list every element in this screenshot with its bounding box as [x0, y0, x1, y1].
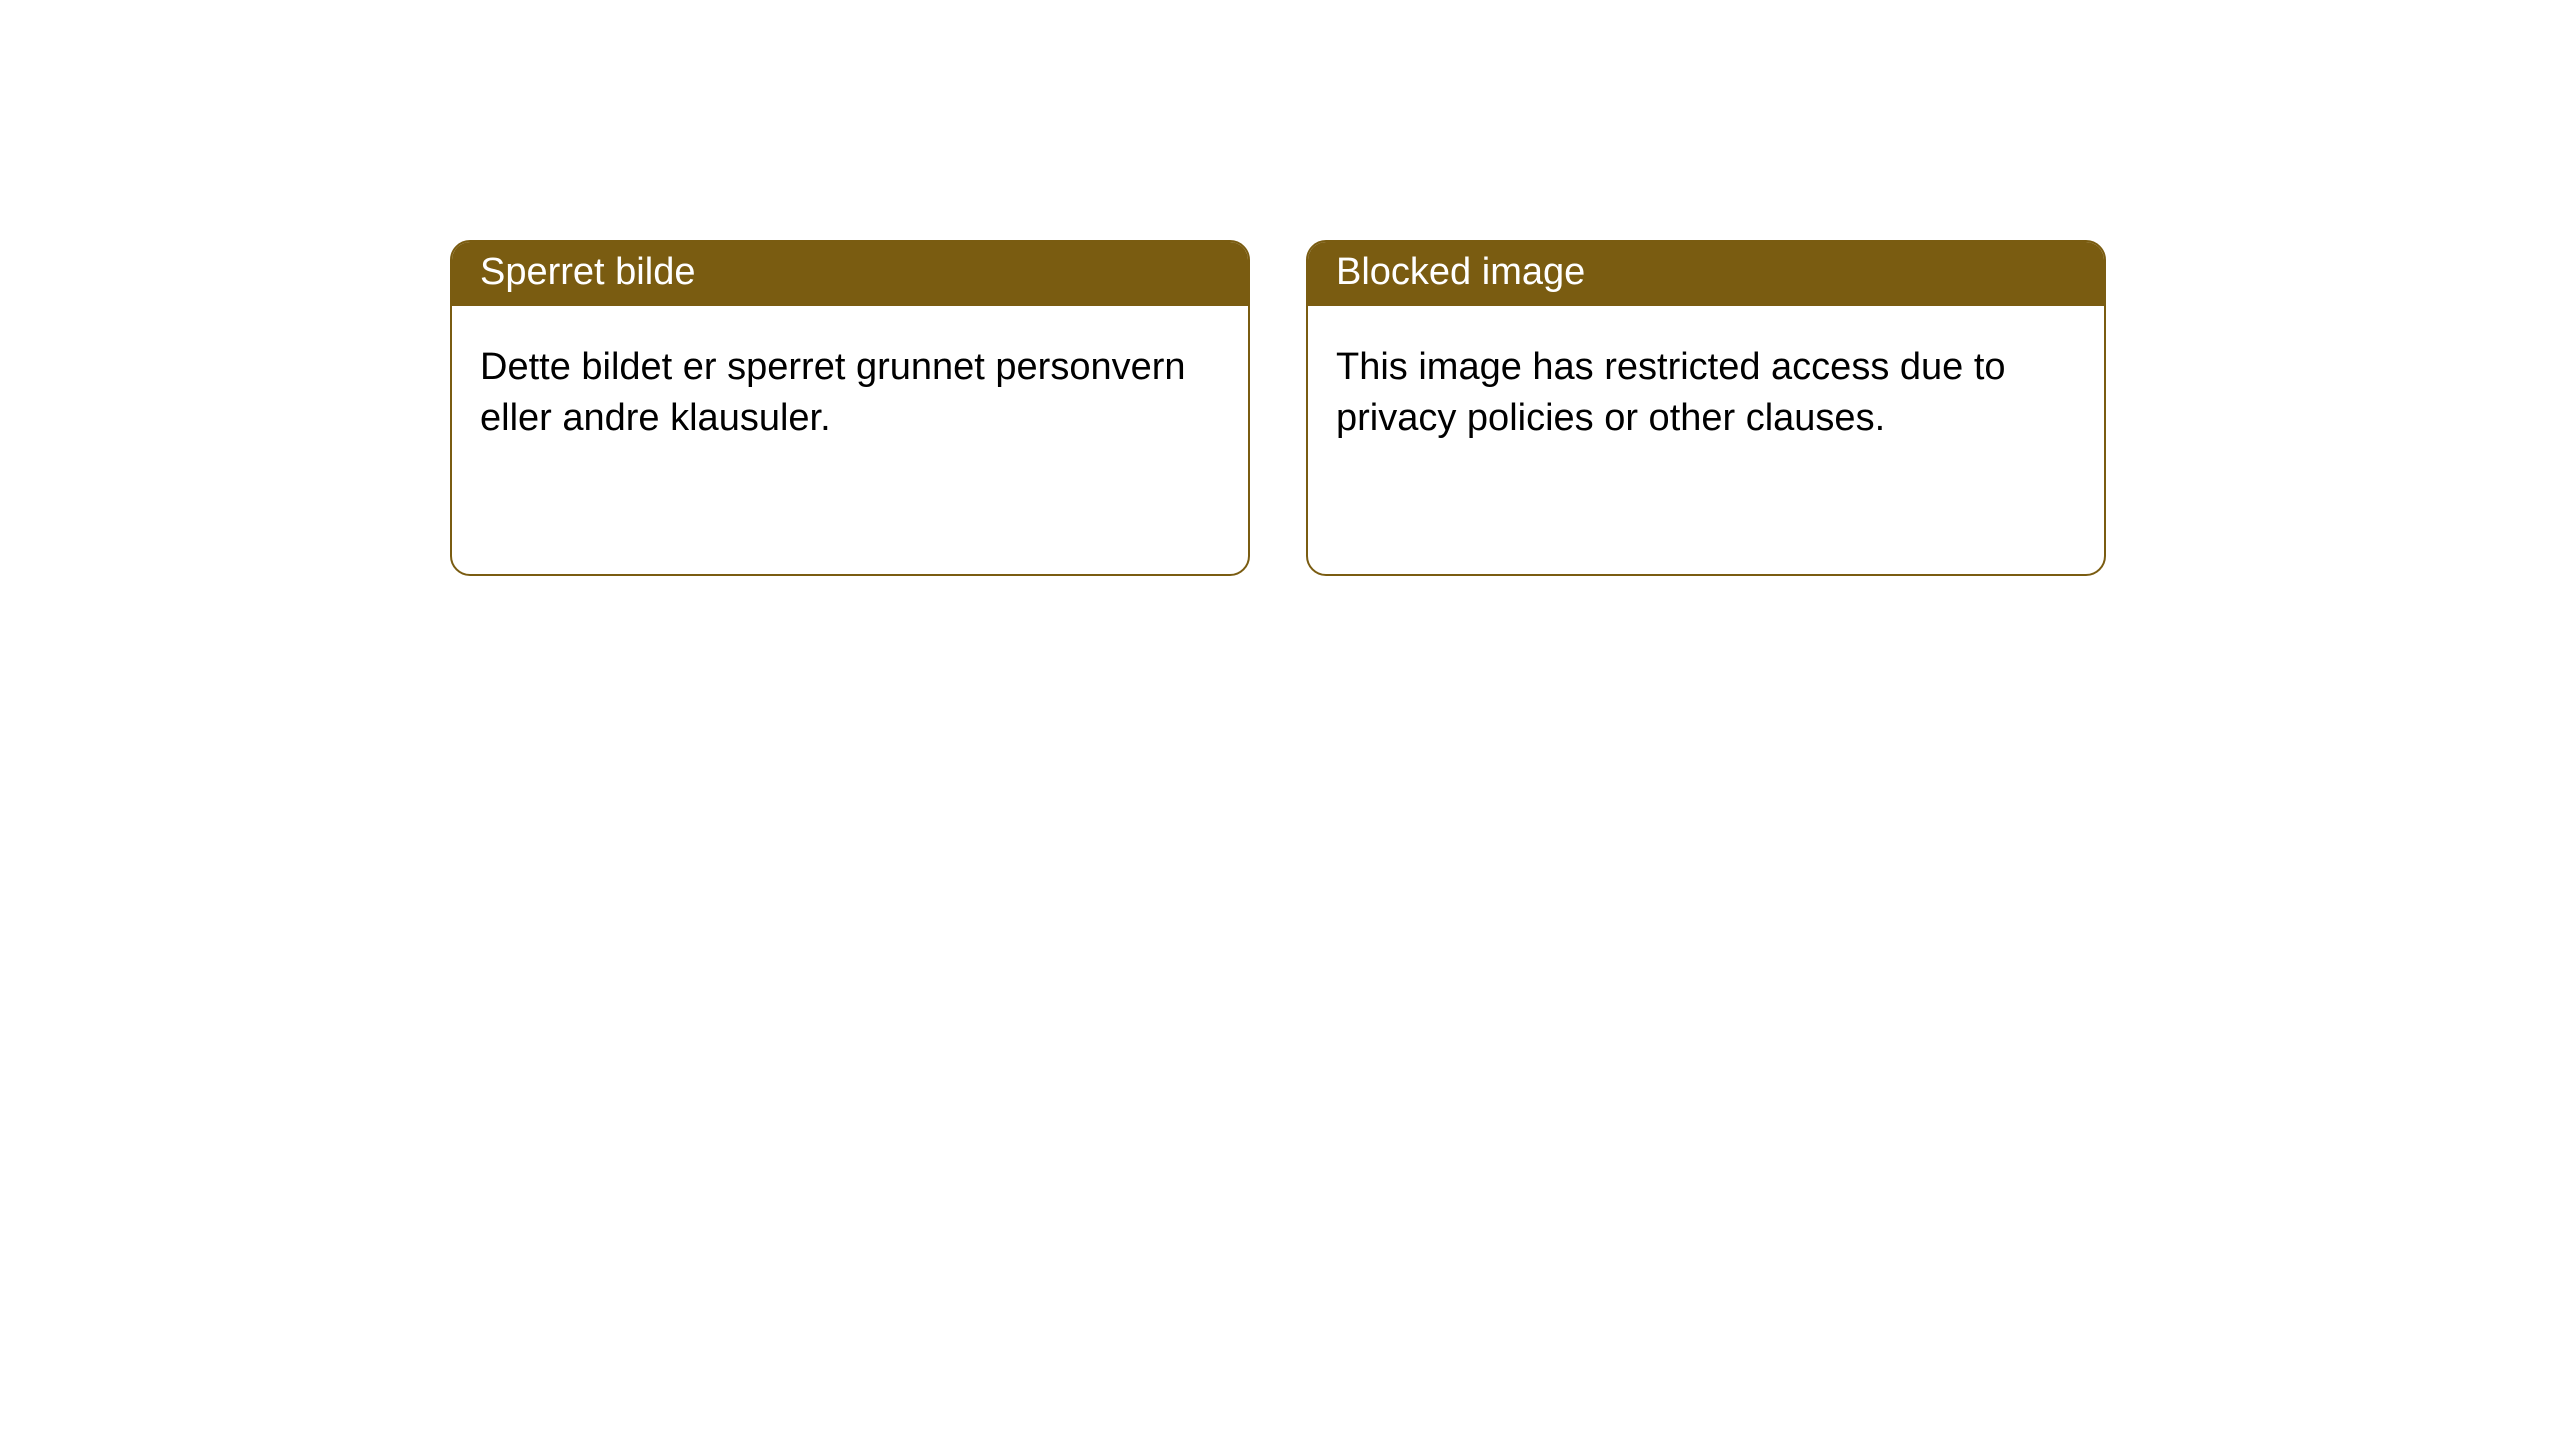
notice-body-english: This image has restricted access due to …: [1308, 306, 2104, 481]
notice-body-norwegian: Dette bildet er sperret grunnet personve…: [452, 306, 1248, 481]
notice-header-english: Blocked image: [1308, 242, 2104, 306]
notice-header-norwegian: Sperret bilde: [452, 242, 1248, 306]
notice-box-norwegian: Sperret bilde Dette bildet er sperret gr…: [450, 240, 1250, 576]
notice-box-english: Blocked image This image has restricted …: [1306, 240, 2106, 576]
notice-container: Sperret bilde Dette bildet er sperret gr…: [0, 0, 2560, 576]
